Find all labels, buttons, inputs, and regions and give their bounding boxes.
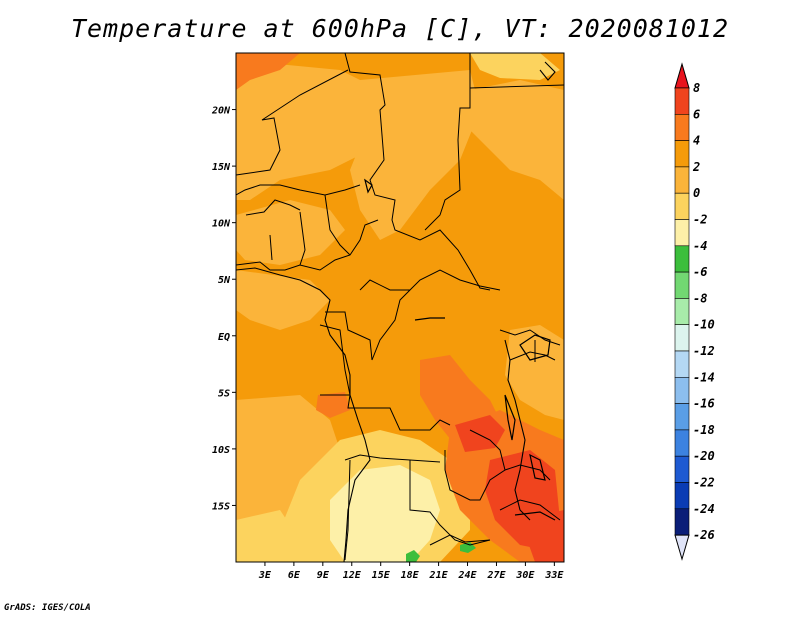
field-patch-warm-atlantic — [316, 392, 350, 418]
lat-tick-label: 5S — [218, 388, 230, 399]
lon-tick-label: 30E — [515, 570, 535, 581]
colorbar-label: -14 — [693, 370, 715, 384]
colorbar-swatch — [674, 114, 690, 141]
field-region-gulf-of-guinea — [236, 270, 330, 330]
lon-tick-label: 15E — [372, 570, 391, 581]
colorbar-label: 8 — [693, 81, 700, 95]
colorbar-swatch — [674, 219, 690, 247]
lat-tick-label: EQ — [218, 332, 230, 343]
field-region-sahel-west — [236, 200, 345, 265]
colorbar: 8 6 4 2 0 -2 -4 -6 -8 -10 -12 -14 -16 -18 -20 -22 -24 -26 — [674, 62, 715, 561]
grads-credit: GrADS: IGES/COLA — [4, 603, 91, 613]
field-region-kalahari-cool — [330, 465, 440, 562]
field-region-northeast — [470, 80, 564, 200]
colorbar-label: -20 — [693, 449, 715, 463]
lon-tick-label: 21E — [429, 570, 449, 581]
field-region-south-atlantic — [236, 395, 340, 545]
colorbar-swatch — [674, 403, 690, 431]
field-patch-cold-1 — [406, 550, 420, 562]
colorbar-swatch — [674, 87, 690, 115]
country-borders — [236, 53, 564, 561]
colorbar-label: -22 — [693, 476, 715, 490]
colorbar-label: -18 — [693, 423, 715, 437]
field-region-southwest-edge — [236, 510, 300, 562]
colorbar-swatch — [674, 245, 690, 273]
colorbar-label: 6 — [693, 107, 700, 121]
colorbar-swatch — [674, 429, 690, 457]
colorbar-swatch — [674, 350, 690, 378]
lon-tick-label: 12E — [343, 570, 362, 581]
lon-tick-label: 9E — [317, 570, 330, 581]
colorbar-swatch — [674, 166, 690, 194]
lat-tick-label: 5N — [218, 275, 231, 286]
colorbar-swatch — [674, 324, 690, 352]
lat-tick-label: 10S — [212, 445, 230, 456]
lon-tick-label: 6E — [288, 570, 301, 581]
field-region-northwest-warm — [236, 53, 300, 90]
colorbar-label: -12 — [693, 344, 715, 358]
colorbar-label: 4 — [693, 134, 700, 148]
lon-tick-label: 33E — [544, 570, 564, 581]
colorbar-swatch — [674, 298, 690, 325]
latitude-axis: 20N 15N 10N 5N EQ 5S 10S 15S — [211, 106, 236, 512]
colorbar-swatch — [674, 140, 690, 168]
field-region-north-center — [350, 70, 480, 240]
lat-tick-label: 20N — [211, 106, 231, 117]
colorbar-label: -6 — [693, 265, 707, 279]
field-region-hot-core-3 — [520, 510, 564, 562]
colorbar-label: -10 — [693, 318, 715, 332]
colorbar-swatch — [674, 376, 690, 404]
colorbar-swatch — [674, 271, 690, 299]
lat-tick-label: 10N — [212, 219, 231, 230]
lon-tick-label: 27E — [486, 570, 506, 581]
longitude-axis: 3E 6E 9E 12E 15E 18E 21E 24E 27E 30E 33E — [258, 562, 564, 581]
colorbar-label: -26 — [693, 528, 715, 542]
lon-tick-label: 3E — [258, 570, 272, 581]
colorbar-swatch — [674, 455, 690, 483]
lon-tick-label: 18E — [401, 570, 420, 581]
colorbar-label: 0 — [693, 186, 700, 200]
field-region-north-cool-patch — [470, 53, 560, 80]
colorbar-label: 2 — [692, 160, 700, 174]
map-frame — [235, 52, 565, 563]
colorbar-label: -16 — [693, 397, 715, 411]
colorbar-label: -8 — [693, 291, 707, 305]
colorbar-swatch — [674, 192, 690, 220]
colorbar-swatch — [674, 508, 690, 536]
colorbar-label: -2 — [693, 213, 707, 227]
coastlines — [236, 61, 556, 562]
colorbar-swatch — [674, 482, 690, 510]
field-region-warm-west-sahara — [236, 60, 390, 200]
colorbar-label: -4 — [693, 239, 707, 253]
lon-tick-label: 24E — [457, 570, 477, 581]
temperature-field — [236, 53, 564, 562]
map-title: Temperature at 600hPa [C], VT: 202008101… — [70, 14, 730, 43]
lakes — [364, 178, 556, 521]
colorbar-label: -24 — [693, 502, 715, 516]
colorbar-top-arrow — [674, 62, 690, 89]
lat-tick-label: 15N — [212, 162, 231, 173]
colorbar-bottom-arrow — [674, 534, 690, 561]
lat-tick-label: 15S — [212, 501, 230, 512]
